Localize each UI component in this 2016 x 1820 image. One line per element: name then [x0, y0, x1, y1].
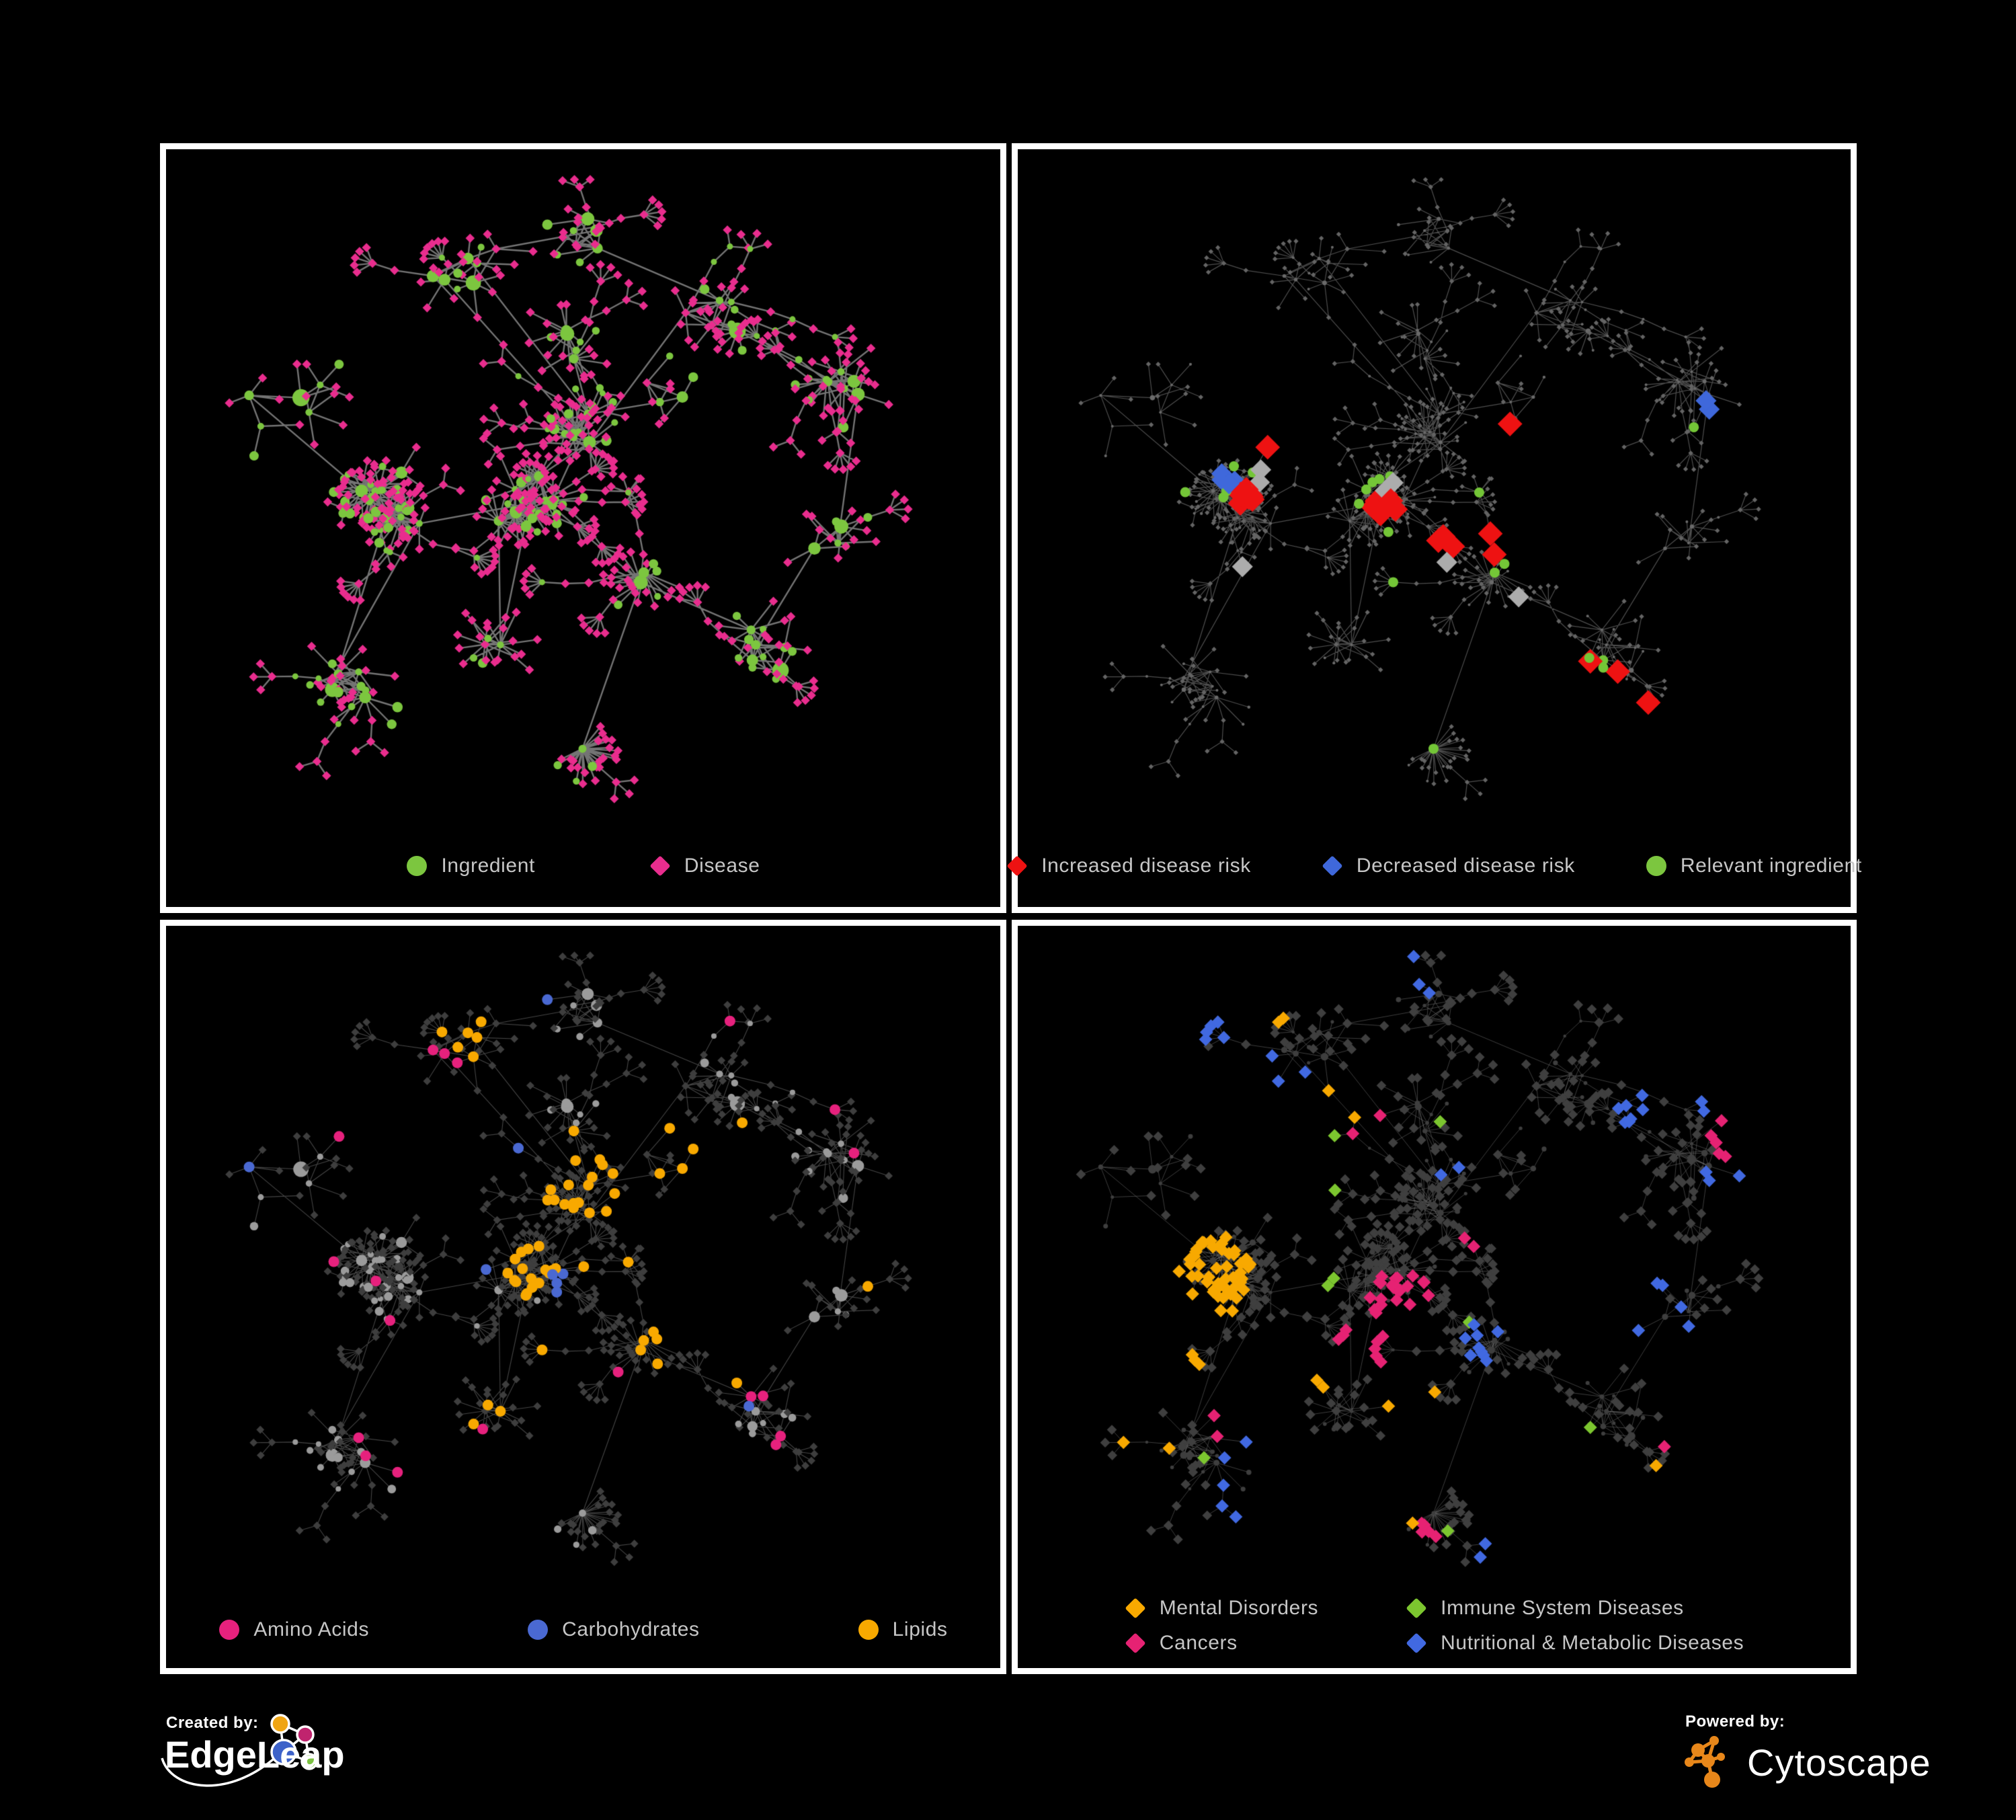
- legend-item: Increased disease risk: [1006, 855, 1251, 877]
- network-canvas-disease-risk: [1018, 149, 1851, 907]
- diamond-marker-icon: [1006, 855, 1028, 877]
- cytoscape-brand-text: Cytoscape: [1747, 1741, 1931, 1784]
- legend-item: Nutritional & Metabolic Diseases: [1406, 1632, 1744, 1655]
- legend-item: Cancers: [1125, 1632, 1318, 1655]
- edgeleap-brand-text: EdgeLeap: [165, 1733, 345, 1776]
- legend-ingredient-disease: Ingredient Disease: [166, 855, 1000, 877]
- panel-disease-categories: Mental Disorders Immune System Diseases Ca…: [1012, 920, 1857, 1674]
- legend-label: Ingredient: [441, 855, 535, 877]
- network-canvas-nutrient-classes: [166, 926, 1000, 1668]
- edgeleap-node-magenta: [296, 1725, 315, 1744]
- legend-item: Mental Disorders: [1125, 1597, 1318, 1620]
- diamond-marker-icon: [1125, 1597, 1146, 1619]
- legend-disease-categories: Mental Disorders Immune System Diseases Ca…: [1018, 1597, 1851, 1655]
- legend-item: Carbohydrates: [527, 1618, 700, 1641]
- legend-label: Amino Acids: [253, 1618, 370, 1640]
- circle-marker-icon: [527, 1619, 549, 1640]
- edgeleap-node-orange: [270, 1714, 290, 1734]
- legend-item: Relevant ingredient: [1646, 855, 1862, 877]
- legend-label: Relevant ingredient: [1680, 855, 1862, 877]
- legend-item: Decreased disease risk: [1322, 855, 1575, 877]
- diamond-marker-icon: [1125, 1632, 1146, 1654]
- legend-label: Decreased disease risk: [1356, 855, 1575, 877]
- edgeleap-logo-block: Created by: EdgeLeap: [161, 1711, 353, 1815]
- edgeleap-node-blue: [270, 1739, 297, 1766]
- circle-marker-icon: [858, 1619, 879, 1640]
- created-by-label: Created by:: [166, 1714, 259, 1732]
- legend-item: Disease: [649, 855, 760, 877]
- network-canvas-disease-categories: [1018, 926, 1851, 1668]
- legend-label: Carbohydrates: [562, 1618, 700, 1640]
- cytoscape-logo-block: Powered by: Cytoscape: [1684, 1712, 1980, 1800]
- panel-ingredient-disease: Ingredient Disease: [160, 143, 1006, 913]
- legend-item: Ingredient: [406, 855, 534, 877]
- legend-label: Increased disease risk: [1041, 855, 1251, 877]
- legend-item: Lipids: [858, 1618, 948, 1641]
- diamond-marker-icon: [649, 855, 671, 877]
- legend-nutrient-classes: Amino Acids Carbohydrates Lipids: [166, 1618, 1000, 1641]
- diamond-marker-icon: [1406, 1632, 1427, 1654]
- diamond-marker-icon: [1406, 1597, 1427, 1619]
- legend-item: Immune System Diseases: [1406, 1597, 1744, 1620]
- edgeleap-node-green: [300, 1753, 318, 1770]
- legend-label: Mental Disorders: [1159, 1597, 1319, 1619]
- edgeleap-logo-graphic: [161, 1714, 318, 1787]
- circle-marker-icon: [1646, 855, 1667, 877]
- legend-label: Cancers: [1159, 1632, 1238, 1654]
- panel-disease-risk: Increased disease risk Decreased disease …: [1006, 143, 1861, 913]
- diamond-marker-icon: [1322, 855, 1343, 877]
- cytoscape-logo-graphic: [1685, 1736, 1725, 1788]
- legend-label: Disease: [684, 855, 760, 877]
- network-canvas-ingredient-disease: [166, 149, 1000, 907]
- legend-disease-risk: Increased disease risk Decreased disease …: [1006, 855, 1861, 877]
- legend-label: Nutritional & Metabolic Diseases: [1441, 1632, 1744, 1654]
- circle-marker-icon: [406, 855, 428, 877]
- circle-marker-icon: [218, 1619, 240, 1640]
- legend-label: Lipids: [892, 1618, 948, 1640]
- panel-nutrient-classes: Amino Acids Carbohydrates Lipids: [160, 920, 1006, 1674]
- legend-item: Amino Acids: [218, 1618, 369, 1641]
- legend-label: Immune System Diseases: [1441, 1597, 1684, 1619]
- powered-by-label: Powered by:: [1685, 1712, 1785, 1731]
